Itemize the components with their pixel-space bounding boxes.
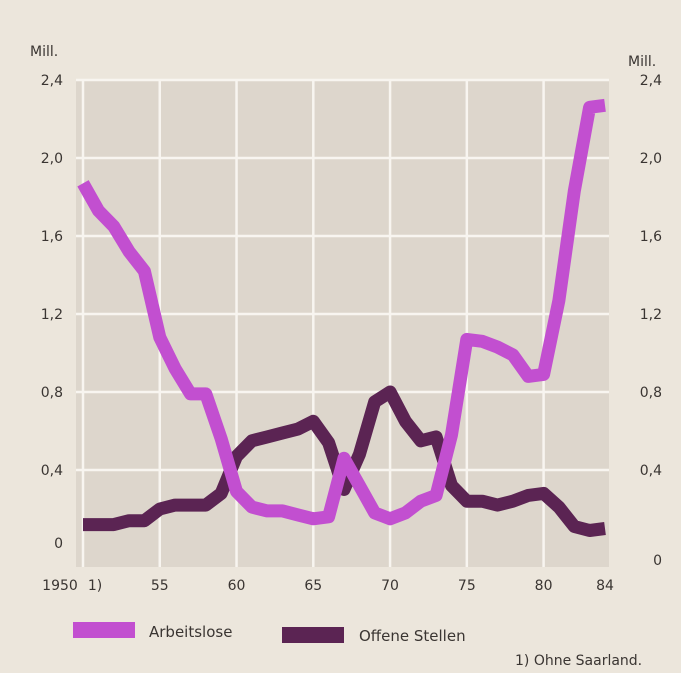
y-tick-label-right: 2,0 xyxy=(640,151,662,167)
axes: 0 0 0,4 0,4 0,8 0,8 1,2 1,2 1,6 1,6 2,0 2,0 2,4 2,4 19… xyxy=(41,73,662,594)
x-tick-label: 75 xyxy=(458,578,476,594)
series-line-offene-stellen xyxy=(83,385,606,537)
y-tick-label-left: 0,8 xyxy=(41,385,63,401)
y-tick-label-right: 1,2 xyxy=(640,307,662,323)
series-layer xyxy=(77,98,606,537)
legend-label-arbeitslose: Arbeitslose xyxy=(149,623,232,641)
x-tick-label: 70 xyxy=(381,578,399,594)
y-tick-label-left: 0 xyxy=(54,536,63,552)
y-tick-label-right: 2,4 xyxy=(640,73,662,89)
x-tick-label: 84 xyxy=(596,578,614,594)
x-tick-label: 80 xyxy=(535,578,553,594)
y-tick-label-right: 0 xyxy=(653,553,662,569)
y-tick-label-left: 2,0 xyxy=(41,151,63,167)
footnote: 1) Ohne Saarland. xyxy=(515,653,642,669)
y-tick-label-right: 0,4 xyxy=(640,463,662,479)
y-tick-label-left: 1,6 xyxy=(41,229,63,245)
x-tick-label: 1) xyxy=(88,578,102,594)
x-tick-label: 1950 xyxy=(42,578,78,594)
legend-label-offene-stellen: Offene Stellen xyxy=(359,627,466,645)
x-tick-label: 55 xyxy=(151,578,169,594)
y-axis-unit-left: Mill. xyxy=(30,44,58,60)
y-axis-unit-right: Mill. xyxy=(628,54,656,70)
y-tick-label-right: 1,6 xyxy=(640,229,662,245)
y-tick-label-left: 0,4 xyxy=(41,463,63,479)
x-tick-label: 65 xyxy=(304,578,322,594)
legend-swatch-offene-stellen xyxy=(282,627,344,643)
series-line-arbeitslose xyxy=(77,98,606,526)
legend: Arbeitslose Offene Stellen xyxy=(73,622,466,645)
x-tick-label: 60 xyxy=(228,578,246,594)
y-tick-label-left: 2,4 xyxy=(41,73,63,89)
y-tick-label-left: 1,2 xyxy=(41,307,63,323)
y-tick-label-right: 0,8 xyxy=(640,385,662,401)
legend-swatch-arbeitslose xyxy=(73,622,135,638)
